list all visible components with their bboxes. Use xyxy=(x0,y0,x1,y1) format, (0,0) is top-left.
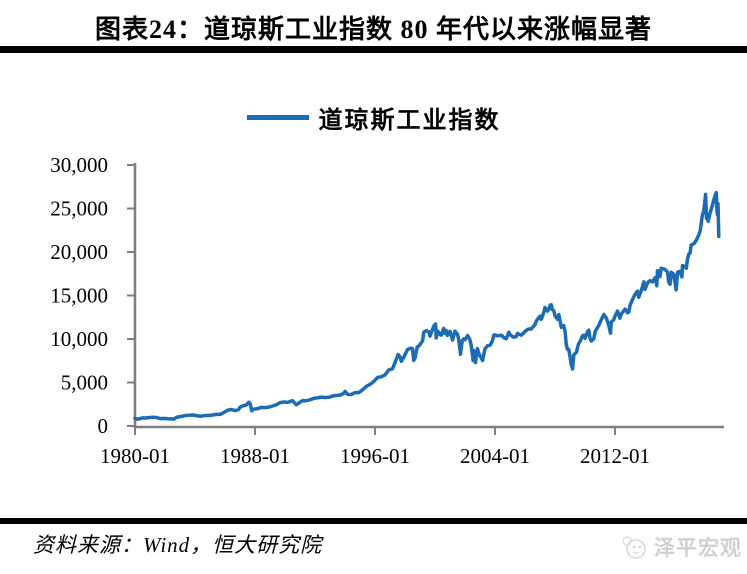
y-tick-label: 20,000 xyxy=(50,240,108,264)
x-tick-label: 2004-01 xyxy=(460,444,530,468)
y-tick-label: 25,000 xyxy=(50,197,108,221)
legend-label: 道琼斯工业指数 xyxy=(318,108,501,134)
y-tick-label: 0 xyxy=(98,414,109,438)
brand-mascot-icon xyxy=(622,536,646,559)
brand-name: 泽平宏观 xyxy=(654,536,742,560)
title-divider xyxy=(0,46,747,53)
chart-legend: 道琼斯工业指数 xyxy=(0,100,747,135)
y-tick-label: 15,000 xyxy=(50,284,108,308)
x-tick-label: 1996-01 xyxy=(340,444,410,468)
footer-divider xyxy=(0,518,747,524)
figure-title: 图表24：道琼斯工业指数 80 年代以来涨幅显著 xyxy=(94,15,652,44)
x-tick-label: 1988-01 xyxy=(220,444,290,468)
legend-line-swatch xyxy=(246,115,309,120)
brand-watermark: 泽平宏观 xyxy=(619,531,742,563)
x-tick-label: 1980-01 xyxy=(100,444,170,468)
x-tick-label: 2012-01 xyxy=(580,444,650,468)
data-source-note: 资料来源：Wind，恒大研究院 xyxy=(33,533,323,557)
y-tick-label: 10,000 xyxy=(50,327,108,351)
y-tick-label: 30,000 xyxy=(50,153,108,177)
djia-series-line xyxy=(133,190,721,421)
y-tick-label: 5,000 xyxy=(61,371,108,395)
